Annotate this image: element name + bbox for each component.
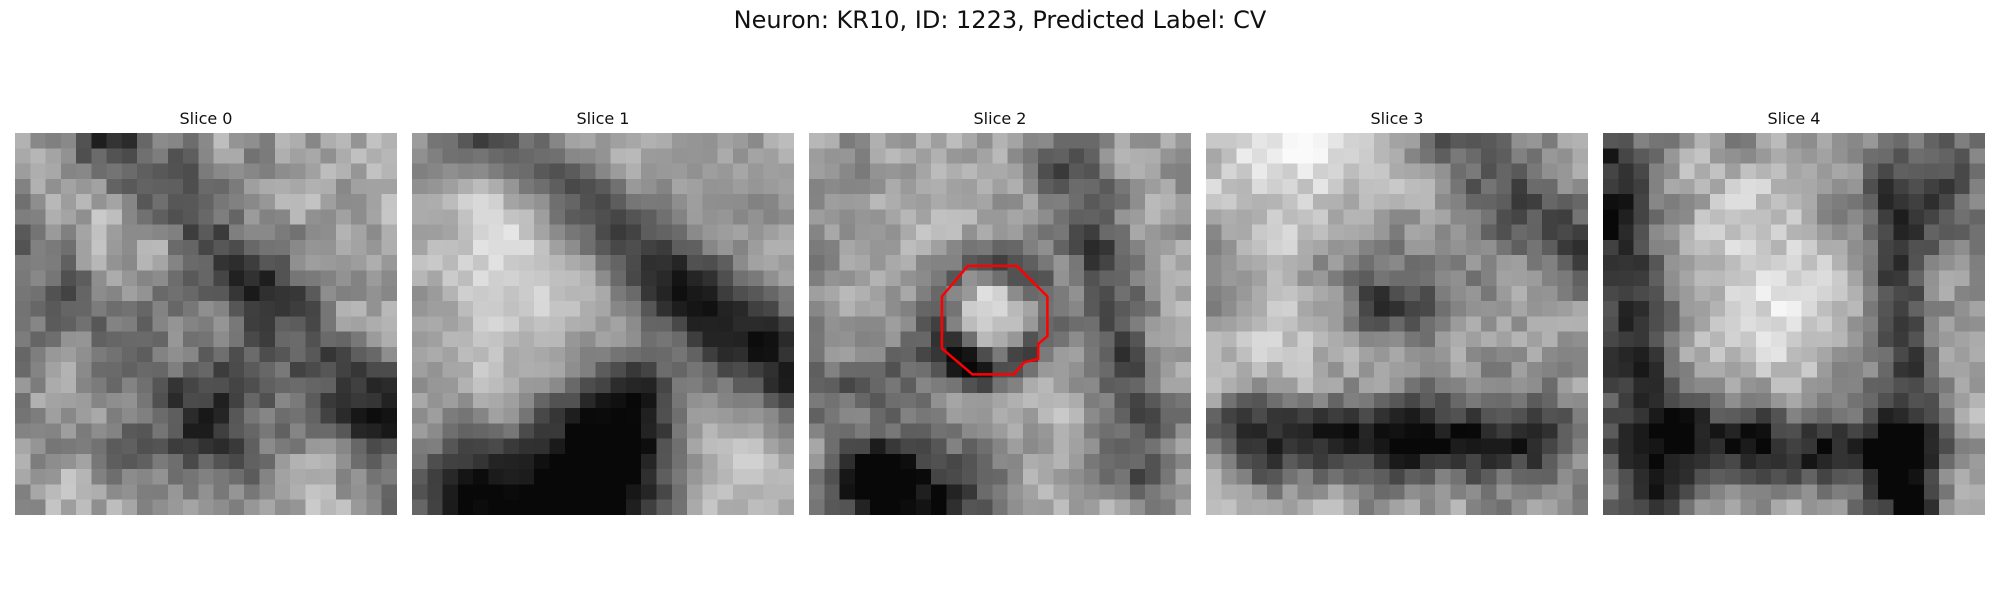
slice-3-title: Slice 3: [1206, 108, 1588, 130]
slice-1-image: [412, 133, 794, 515]
slice-2-title: Slice 2: [809, 108, 1191, 130]
slice-panel-3: Slice 3: [1206, 108, 1588, 515]
slice-3-image: [1206, 133, 1588, 515]
slice-panel-0: Slice 0: [15, 108, 397, 515]
slice-panel-4: Slice 4: [1603, 108, 1985, 515]
slice-0-image: [15, 133, 397, 515]
slice-0-title: Slice 0: [15, 108, 397, 130]
slice-1-title: Slice 1: [412, 108, 794, 130]
slice-4-image: [1603, 133, 1985, 515]
slice-4-title: Slice 4: [1603, 108, 1985, 130]
figure-title: Neuron: KR10, ID: 1223, Predicted Label:…: [0, 6, 2000, 34]
slice-2-image: [809, 133, 1191, 515]
slice-panel-2: Slice 2: [809, 108, 1191, 515]
slice-panel-1: Slice 1: [412, 108, 794, 515]
